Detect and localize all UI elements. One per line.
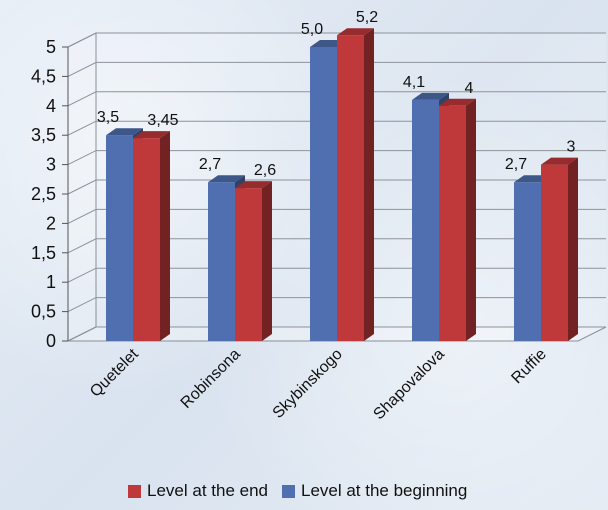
data-label: 4 (465, 80, 474, 97)
data-label: 5,0 (301, 21, 323, 38)
x-tick-label: Ruffie (508, 346, 549, 387)
bar-front (412, 99, 439, 341)
legend: Level at the end Level at the beginning (128, 478, 467, 504)
y-tick-label: 0 (46, 331, 56, 351)
data-label: 4,1 (403, 74, 425, 91)
bar-front (310, 47, 337, 341)
legend-swatch-beginning (281, 484, 295, 498)
bar-front (514, 182, 541, 341)
bar (235, 181, 272, 341)
y-tick-label: 2 (46, 213, 56, 233)
gridline (67, 61, 606, 77)
x-tick-label: Quetelet (87, 345, 142, 400)
bar-front (208, 182, 235, 341)
x-tick-label: Shapovalova (370, 346, 448, 424)
data-label: 3,5 (97, 109, 119, 126)
gridline (67, 91, 606, 107)
legend-label-end: Level at the end (147, 481, 268, 500)
bars-layer (106, 28, 578, 342)
bar-front (133, 138, 160, 341)
bar-side (466, 98, 476, 341)
data-label: 5,2 (356, 9, 378, 26)
y-tick-label: 2,5 (31, 184, 56, 204)
bar-side (160, 131, 170, 341)
bar-top (337, 28, 374, 36)
bar-top (106, 128, 143, 136)
legend-item-beginning: Level at the beginning (281, 481, 468, 501)
y-tick-label: 4,5 (31, 66, 56, 86)
x-tick-label: Robinsona (178, 346, 244, 412)
bar (541, 157, 578, 341)
y-tick-label: 1,5 (31, 243, 56, 263)
bar-side (568, 157, 578, 341)
data-label: 2,7 (199, 156, 221, 173)
legend-item-end: Level at the end (128, 481, 268, 501)
bar-chart: 0 0,5 1 1,5 2 2,5 3 3,5 4 4,5 5 3,5 3,45 Quetelet 2,7 2… (31, 9, 607, 424)
y-tick-label: 3 (46, 155, 56, 175)
bar-top (412, 92, 449, 100)
gridline (67, 32, 606, 48)
bar-side (364, 28, 374, 342)
bar (439, 98, 476, 341)
data-label: 2,7 (505, 156, 527, 173)
bar-front (541, 164, 568, 341)
bar-front (337, 35, 364, 342)
data-label: 2,6 (254, 162, 276, 179)
y-tick-label: 5 (46, 37, 56, 57)
bar-front (439, 105, 466, 341)
bar-front (235, 188, 262, 341)
x-tick-label: Skybinskogo (270, 346, 346, 422)
bar-top (235, 181, 272, 189)
y-tick-label: 0,5 (31, 302, 56, 322)
bar (337, 28, 374, 342)
bar-top (208, 175, 245, 183)
bar-side (262, 181, 272, 341)
bar (133, 131, 170, 341)
bar-top (439, 98, 476, 106)
legend-label-beginning: Level at the beginning (300, 481, 468, 500)
y-tick-label: 4 (46, 96, 56, 116)
bar (514, 175, 551, 341)
data-label: 3,45 (147, 112, 178, 129)
y-tick-label: 1 (46, 272, 56, 292)
bar-top (133, 131, 170, 139)
bar-front (106, 135, 133, 341)
legend-swatch-end (128, 484, 141, 498)
y-tick-label: 3,5 (31, 125, 56, 145)
bar-top (541, 157, 578, 165)
data-label: 3 (567, 139, 576, 156)
